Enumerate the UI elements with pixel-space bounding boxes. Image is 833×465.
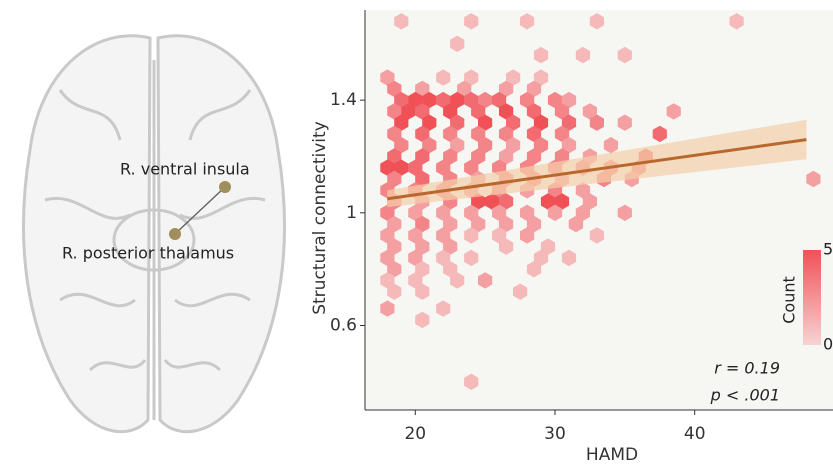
figure: R. ventral insula R. posterior thalamus … (0, 0, 833, 465)
x-tick-label: 40 (684, 424, 706, 444)
plot-background (365, 10, 833, 410)
insula-node (219, 181, 231, 193)
y-tick-label: 1.4 (330, 90, 357, 110)
y-tick-label: 1 (346, 203, 357, 223)
thalamus-node (169, 228, 181, 240)
colorbar (803, 250, 821, 345)
colorbar-tick-label: 5 (823, 240, 833, 259)
brain-illustration (23, 36, 284, 432)
stat-p: p < .001 (710, 386, 780, 405)
brain-label: R. ventral insula (120, 160, 250, 179)
stat-r: r = 0.19 (714, 359, 780, 378)
x-axis-title: HAMD (586, 445, 638, 465)
x-tick-label: 20 (404, 424, 426, 444)
y-axis-title: Structural connectivity (310, 121, 330, 315)
colorbar-title: Count (780, 276, 799, 324)
x-tick-label: 30 (544, 424, 566, 444)
y-tick-label: 0.6 (330, 315, 357, 335)
brain-label: R. posterior thalamus (62, 244, 234, 263)
colorbar-tick-label: 0 (823, 335, 833, 354)
